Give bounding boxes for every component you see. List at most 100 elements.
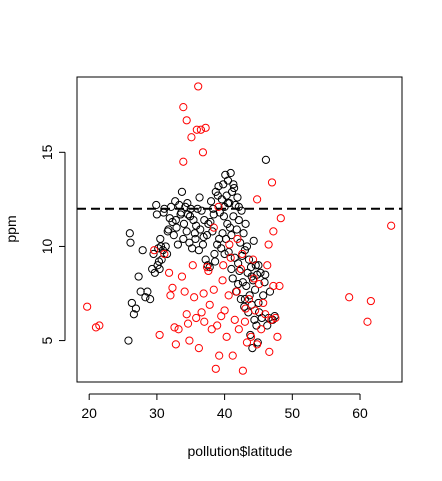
data-point bbox=[254, 298, 263, 308]
data-point bbox=[240, 295, 250, 304]
data-point bbox=[218, 276, 227, 285]
data-point bbox=[234, 202, 243, 212]
data-point bbox=[263, 321, 272, 330]
data-point bbox=[232, 287, 241, 296]
data-point bbox=[197, 308, 206, 317]
data-point bbox=[242, 242, 252, 251]
data-point bbox=[179, 219, 189, 228]
data-point bbox=[387, 221, 396, 230]
data-point bbox=[222, 332, 231, 341]
data-point bbox=[226, 168, 235, 178]
data-point bbox=[161, 242, 170, 251]
data-point bbox=[207, 325, 216, 334]
data-point bbox=[214, 182, 223, 191]
data-point bbox=[229, 183, 239, 193]
data-point bbox=[211, 364, 220, 373]
data-point bbox=[234, 279, 243, 289]
data-point bbox=[209, 223, 218, 232]
data-point bbox=[267, 178, 277, 187]
data-point bbox=[195, 193, 204, 202]
data-point bbox=[244, 295, 254, 304]
x-tick-label: 50 bbox=[285, 405, 301, 421]
data-point bbox=[155, 264, 164, 274]
data-point bbox=[205, 300, 214, 309]
data-point bbox=[162, 249, 172, 259]
data-point bbox=[154, 244, 163, 253]
data-point bbox=[271, 313, 280, 323]
data-point bbox=[177, 208, 186, 217]
data-point bbox=[201, 255, 210, 264]
data-point bbox=[228, 351, 237, 360]
data-point bbox=[138, 246, 147, 255]
data-point bbox=[269, 281, 278, 291]
data-point bbox=[156, 234, 165, 244]
data-point bbox=[276, 214, 285, 223]
data-point bbox=[250, 285, 260, 294]
data-point bbox=[190, 293, 199, 302]
data-point bbox=[209, 210, 218, 219]
data-point bbox=[202, 263, 212, 272]
data-point bbox=[224, 291, 233, 300]
data-point bbox=[242, 338, 252, 347]
data-point bbox=[215, 234, 224, 244]
data-point bbox=[263, 261, 272, 270]
data-point bbox=[241, 304, 250, 313]
data-point bbox=[125, 229, 134, 238]
y-axis: 5 10 15 bbox=[39, 144, 66, 344]
data-point bbox=[152, 210, 161, 219]
data-point bbox=[187, 133, 196, 142]
data-point bbox=[240, 317, 250, 326]
data-point bbox=[255, 279, 264, 289]
data-point bbox=[179, 234, 188, 244]
data-point bbox=[95, 321, 104, 330]
data-point bbox=[127, 298, 136, 308]
data-point bbox=[232, 225, 241, 234]
data-point bbox=[239, 229, 248, 238]
data-point bbox=[259, 291, 268, 300]
x-tick-label: 60 bbox=[352, 405, 368, 421]
data-point bbox=[194, 344, 203, 353]
data-point bbox=[198, 148, 208, 157]
data-point bbox=[227, 231, 236, 240]
data-point bbox=[228, 274, 237, 283]
data-point bbox=[174, 325, 183, 334]
data-point bbox=[261, 155, 271, 164]
data-point bbox=[204, 266, 213, 276]
data-point bbox=[242, 281, 251, 291]
data-point bbox=[152, 200, 161, 210]
data-point bbox=[182, 310, 191, 319]
data-point bbox=[345, 293, 354, 302]
data-point bbox=[177, 272, 187, 281]
x-tick-label: 30 bbox=[149, 405, 165, 421]
data-point bbox=[236, 295, 245, 304]
data-point bbox=[238, 366, 247, 375]
data-point bbox=[199, 232, 208, 242]
data-point bbox=[143, 287, 152, 296]
data-point bbox=[197, 206, 206, 215]
data-point bbox=[210, 249, 219, 259]
data-point bbox=[182, 116, 191, 125]
data-point bbox=[191, 234, 200, 244]
data-point bbox=[179, 103, 188, 112]
data-point bbox=[244, 255, 254, 264]
data-point bbox=[229, 212, 238, 221]
data-point bbox=[226, 253, 235, 262]
data-point bbox=[83, 302, 92, 311]
data-point bbox=[175, 200, 184, 210]
data-point bbox=[238, 249, 247, 259]
data-point bbox=[223, 199, 233, 208]
data-point bbox=[241, 219, 250, 228]
data-point bbox=[213, 321, 222, 330]
data-point bbox=[219, 212, 229, 221]
data-point bbox=[253, 195, 262, 204]
data-point bbox=[264, 240, 273, 249]
data-point bbox=[171, 215, 180, 225]
data-point bbox=[248, 344, 257, 353]
data-point bbox=[205, 263, 214, 272]
data-point bbox=[198, 240, 208, 249]
data-point bbox=[250, 315, 259, 324]
data-point bbox=[213, 191, 222, 200]
data-point bbox=[155, 330, 164, 340]
data-point bbox=[249, 236, 258, 245]
